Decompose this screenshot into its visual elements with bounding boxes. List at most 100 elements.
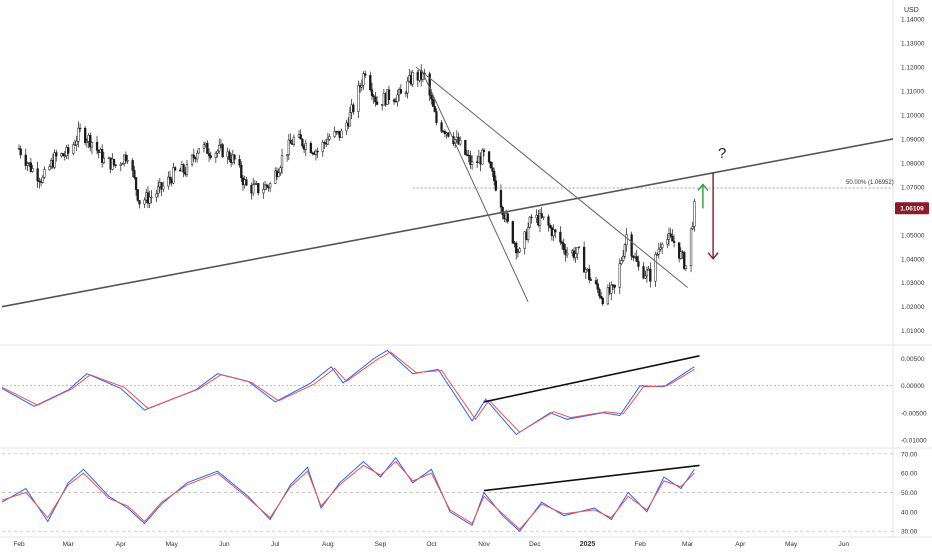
candle-up: [148, 196, 151, 204]
candle-up: [404, 92, 408, 94]
candle-up: [326, 138, 330, 145]
candle-down: [435, 111, 438, 123]
candle-down: [136, 189, 139, 201]
candle-down: [678, 242, 681, 259]
rsi-divergence-line: [483, 464, 700, 492]
candle-up: [657, 248, 660, 255]
candle-down: [387, 89, 391, 101]
candle-down: [369, 75, 372, 90]
candle-up: [620, 260, 623, 264]
candle-down: [182, 164, 185, 173]
candle-up: [459, 140, 462, 145]
candle-down: [635, 256, 638, 262]
candle-down: [613, 284, 616, 288]
candle-down: [228, 151, 231, 160]
candle-down: [364, 73, 367, 76]
candle-down: [173, 167, 177, 171]
x-tick-label: Jun: [839, 541, 850, 548]
candle-down: [100, 149, 104, 164]
candle-down: [601, 297, 604, 305]
y-tick-label: 1.10000: [901, 113, 925, 120]
candle-up: [667, 233, 671, 240]
candle-down: [499, 190, 503, 208]
candle-up: [618, 263, 621, 288]
candle-down: [649, 268, 652, 282]
candle-up: [155, 193, 158, 198]
candle-down: [491, 167, 494, 172]
candle-up: [143, 199, 146, 205]
candle-down: [554, 229, 557, 233]
candle-up: [77, 127, 80, 142]
candle-up: [287, 139, 290, 155]
x-tick-label: May: [166, 541, 179, 548]
candle-up: [48, 166, 51, 170]
candle-up: [75, 140, 78, 146]
candle-up: [252, 184, 255, 194]
candle-up: [577, 246, 581, 249]
candle-up: [53, 152, 56, 168]
candle-down: [430, 95, 433, 100]
candle-down: [89, 134, 92, 148]
fib-level-label: 50.00% (1.06952): [846, 180, 894, 186]
up-arrow-head: [697, 183, 709, 191]
y-tick-label: 70.00: [901, 451, 918, 458]
candle-up: [90, 141, 94, 148]
candle-up: [516, 251, 520, 254]
candle-up: [73, 144, 77, 146]
candle-down: [370, 89, 374, 97]
candle-up: [41, 176, 44, 183]
candle-up: [216, 150, 219, 154]
candle-up: [689, 228, 693, 267]
y-tick-label: 1.11000: [901, 89, 924, 96]
y-tick-label: 0.00000: [901, 383, 925, 390]
candle-up: [262, 189, 265, 194]
candle-down: [233, 154, 236, 160]
macd-line: [1, 349, 695, 436]
candle-up: [196, 152, 199, 160]
candle-down: [206, 142, 209, 154]
candle-up: [542, 216, 545, 218]
candle-up: [684, 265, 688, 269]
y-tick-label: 40.00: [901, 509, 918, 516]
candle-down: [530, 216, 533, 219]
candle-down: [598, 289, 601, 297]
candle-up: [31, 168, 34, 172]
x-tick-label: Nov: [478, 541, 490, 548]
candle-down: [433, 106, 436, 112]
candle-down: [133, 170, 136, 178]
candle-down: [245, 179, 248, 186]
candle-down: [131, 160, 134, 171]
candle-down: [599, 295, 603, 299]
candle-up: [654, 254, 657, 282]
candle-up: [348, 112, 352, 127]
candle-down: [589, 279, 593, 281]
candle-down: [506, 213, 509, 222]
candle-down: [299, 134, 302, 140]
y-tick-label: 1.01000: [901, 328, 925, 335]
candle-down: [582, 246, 586, 273]
candle-up: [362, 73, 365, 86]
candle-up: [644, 275, 647, 279]
candle-down: [138, 200, 141, 205]
candle-up: [565, 252, 569, 256]
downtrend-line: [420, 69, 529, 303]
downtrend-line: [415, 66, 688, 288]
y-tick-label: 1.07000: [901, 184, 925, 191]
candle-down: [489, 161, 492, 169]
candle-down: [596, 283, 599, 290]
candle-up: [172, 167, 175, 184]
long-term-trendline: [1, 138, 894, 308]
x-tick-label: Aug: [322, 541, 334, 548]
candle-down: [257, 183, 260, 194]
candle-down: [431, 98, 435, 107]
x-tick-label: Apr: [116, 541, 127, 548]
candle-up: [26, 163, 29, 166]
candle-down: [642, 266, 645, 279]
candle-down: [36, 168, 39, 182]
candle-up: [268, 183, 272, 189]
candle-down: [112, 158, 116, 165]
rsi-smoothed-line: [1, 460, 695, 531]
x-tick-label: Mar: [63, 541, 75, 548]
y-tick-label: 60.00: [901, 471, 918, 478]
